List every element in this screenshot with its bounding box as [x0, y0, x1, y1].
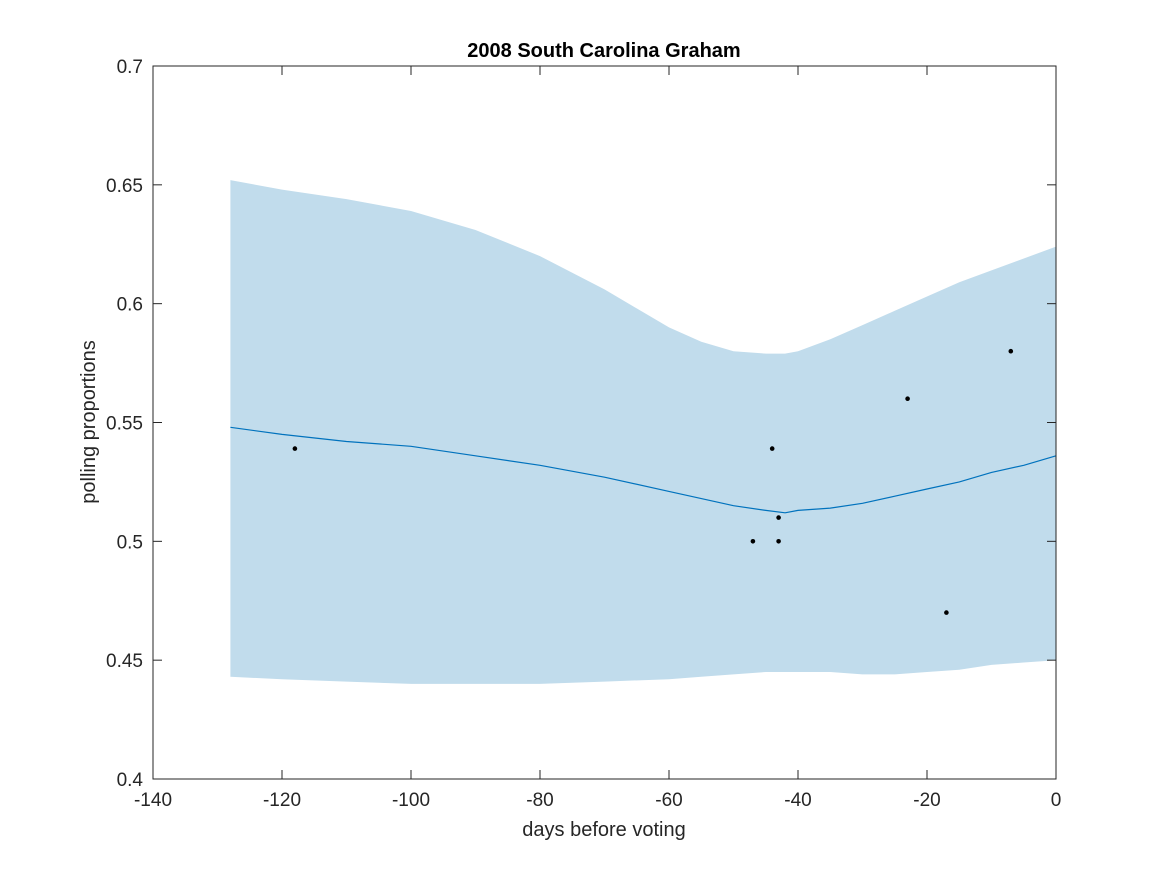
axes: -140 -120 -100 -80 -60 -40 -20 0 0.4 0.45 0.5 0.55 0… — [106, 57, 1061, 811]
y-tick-label: 0.7 — [117, 57, 143, 78]
poll-point — [905, 396, 910, 402]
chart-title: 2008 South Carolina Graham — [467, 40, 740, 62]
confidence-band — [230, 180, 1056, 684]
x-axis-label: days before voting — [522, 819, 685, 841]
poll-point — [776, 515, 781, 520]
y-tick-label: 0.65 — [106, 176, 143, 197]
x-tick-label: -100 — [392, 790, 430, 811]
y-tick-label: 0.4 — [117, 770, 144, 791]
x-tick-label: -80 — [526, 790, 553, 811]
x-tick-label: -40 — [784, 790, 811, 811]
y-tick-label: 0.55 — [106, 414, 143, 435]
x-tick-label: -120 — [263, 790, 301, 811]
x-tick-label: -140 — [134, 790, 172, 811]
mean-line — [230, 426, 1057, 514]
poll-point — [750, 539, 756, 544]
y-axis-label: polling proportions — [78, 340, 100, 503]
poll-point — [944, 610, 949, 615]
x-tick-label: -60 — [655, 790, 682, 811]
x-tick-label: -20 — [913, 790, 940, 811]
y-tick-label: 0.45 — [106, 651, 143, 672]
y-tick-label: 0.6 — [117, 295, 143, 316]
y-tick-label: 0.5 — [117, 532, 143, 553]
x-tick-label: 0 — [1051, 790, 1062, 811]
poll-point — [292, 446, 298, 451]
poll-point — [769, 446, 775, 451]
poll-point — [1008, 348, 1014, 354]
poll-point — [776, 539, 781, 544]
plot-area — [230, 180, 1057, 684]
